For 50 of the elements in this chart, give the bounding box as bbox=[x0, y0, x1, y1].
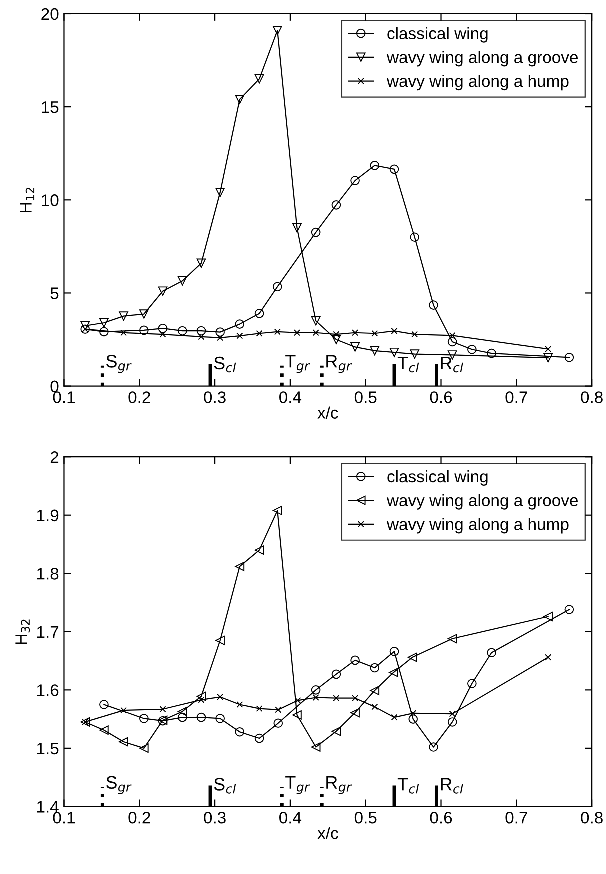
x-tick-label: 0.2 bbox=[128, 812, 150, 824]
x-axis-title: x/c bbox=[318, 827, 338, 840]
x-tick-label: 0.8 bbox=[581, 812, 603, 824]
x-tick-label: 0.1 bbox=[53, 812, 76, 824]
ref-line-label: S$_{cl}$ bbox=[214, 356, 236, 373]
ref-line-label: R$_{cl}$ bbox=[441, 357, 464, 373]
legend-label: classical wing bbox=[388, 470, 488, 486]
legend-label: wavy wing along a hump bbox=[386, 518, 569, 534]
y-tick-label: 1.4 bbox=[37, 801, 59, 813]
ref-line-label: T$_{cl}$ bbox=[398, 357, 420, 373]
x-tick-label: 0.3 bbox=[204, 392, 226, 404]
ref-line-label: T$_{gr}$ bbox=[286, 355, 310, 374]
y-tick-label: 1.8 bbox=[37, 568, 59, 580]
ref-line-label: S$_{gr}$ bbox=[106, 355, 132, 374]
y-axis-title: H$_{12}$ bbox=[20, 188, 35, 213]
y-tick-label: 1.9 bbox=[37, 510, 59, 522]
x-tick-label: 0.6 bbox=[430, 812, 452, 824]
x-tick-label: 0.3 bbox=[204, 812, 226, 824]
x-tick-label: 0.7 bbox=[506, 812, 528, 824]
y-tick-label: 15 bbox=[42, 102, 59, 114]
x-tick-label: 0.4 bbox=[280, 392, 302, 404]
y-tick-label: 1.7 bbox=[37, 626, 59, 638]
x-tick-label: 0.8 bbox=[581, 392, 603, 404]
y-tick-label: 20 bbox=[42, 8, 59, 20]
ref-line-label: R$_{gr}$ bbox=[326, 355, 352, 374]
legend-label: wavy wing along a groove bbox=[386, 51, 578, 67]
legend-label: classical wing bbox=[388, 27, 488, 43]
y-axis-title: H$_{32}$ bbox=[16, 620, 30, 644]
ref-line-label: S$_{cl}$ bbox=[214, 778, 236, 794]
legend-label: wavy wing along a hump bbox=[386, 75, 569, 91]
y-tick-label: 1.6 bbox=[37, 684, 59, 696]
ref-line-label: T$_{cl}$ bbox=[398, 778, 420, 794]
x-tick-label: 0.1 bbox=[53, 392, 76, 404]
x-tick-label: 0.5 bbox=[354, 392, 377, 404]
y-tick-label: 10 bbox=[42, 194, 59, 206]
x-tick-label: 0.2 bbox=[128, 392, 150, 404]
ref-line-label: S$_{gr}$ bbox=[106, 776, 132, 794]
y-tick-label: 1.5 bbox=[37, 743, 59, 755]
x-tick-label: 0.4 bbox=[280, 812, 302, 824]
ref-line-label: T$_{gr}$ bbox=[286, 776, 310, 794]
legend-label: wavy wing along a groove bbox=[386, 494, 578, 510]
x-tick-label: 0.5 bbox=[354, 812, 377, 824]
y-tick-label: 2 bbox=[50, 452, 59, 464]
x-tick-label: 0.7 bbox=[506, 392, 528, 404]
x-axis-title: x/c bbox=[318, 406, 338, 419]
y-tick-label: 0 bbox=[50, 380, 59, 393]
ref-line-label: R$_{gr}$ bbox=[326, 776, 352, 794]
ref-line-label: R$_{cl}$ bbox=[441, 778, 464, 794]
y-tick-label: 5 bbox=[50, 288, 59, 300]
x-tick-label: 0.6 bbox=[430, 392, 452, 404]
